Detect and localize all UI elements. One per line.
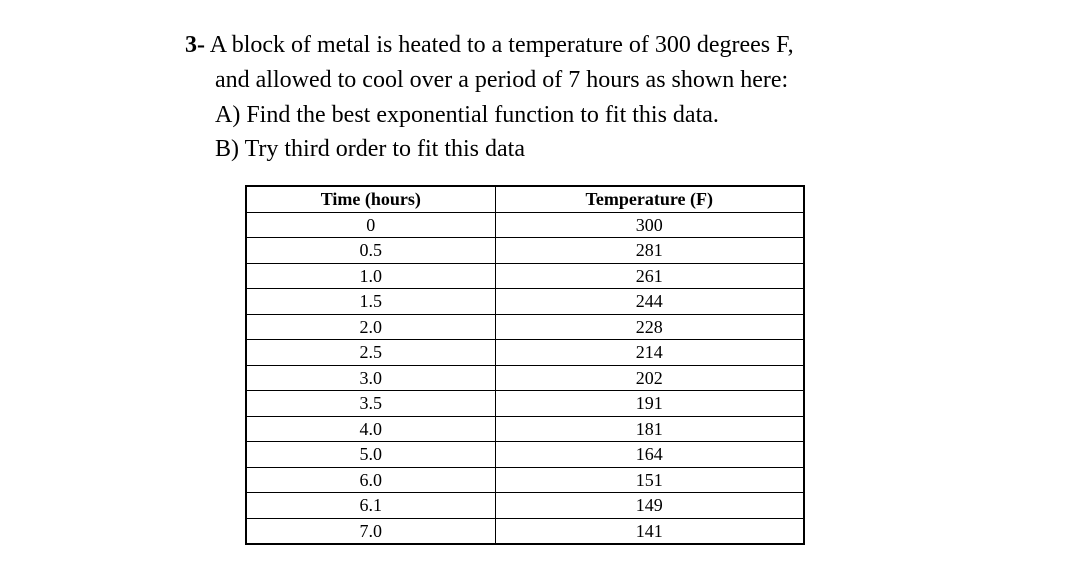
data-table-container: Time (hours) Temperature (F) 0300 0.5281…	[245, 185, 805, 545]
table-body: 0300 0.5281 1.0261 1.5244 2.0228 2.5214 …	[246, 212, 804, 544]
table-row: 2.5214	[246, 340, 804, 366]
cell-temp: 164	[495, 442, 804, 468]
table-row: 2.0228	[246, 314, 804, 340]
cell-time: 0.5	[246, 238, 495, 264]
cell-temp: 181	[495, 416, 804, 442]
problem-number: 3-	[185, 32, 205, 58]
problem-part-a: A) Find the best exponential function to…	[215, 98, 1020, 133]
cell-temp: 244	[495, 289, 804, 315]
table-row: 1.0261	[246, 263, 804, 289]
problem-line-2: and allowed to cool over a period of 7 h…	[215, 63, 1020, 98]
cell-time: 0	[246, 212, 495, 238]
page-content: 3- A block of metal is heated to a tempe…	[0, 0, 1080, 565]
cell-time: 5.0	[246, 442, 495, 468]
cell-temp: 261	[495, 263, 804, 289]
table-row: 1.5244	[246, 289, 804, 315]
cell-time: 2.0	[246, 314, 495, 340]
col-header-temperature: Temperature (F)	[495, 186, 804, 212]
table-row: 0.5281	[246, 238, 804, 264]
cell-temp: 281	[495, 238, 804, 264]
cell-time: 3.0	[246, 365, 495, 391]
cell-time: 6.1	[246, 493, 495, 519]
problem-part-b: B) Try third order to fit this data	[215, 132, 1020, 167]
table-row: 3.5191	[246, 391, 804, 417]
cell-time: 3.5	[246, 391, 495, 417]
cell-time: 1.0	[246, 263, 495, 289]
cell-temp: 214	[495, 340, 804, 366]
cell-temp: 151	[495, 467, 804, 493]
col-header-time: Time (hours)	[246, 186, 495, 212]
table-row: 7.0141	[246, 518, 804, 544]
cell-temp: 300	[495, 212, 804, 238]
cell-temp: 149	[495, 493, 804, 519]
table-row: 6.1149	[246, 493, 804, 519]
cell-temp: 228	[495, 314, 804, 340]
cell-time: 2.5	[246, 340, 495, 366]
table-row: 6.0151	[246, 467, 804, 493]
table-row: 4.0181	[246, 416, 804, 442]
table-header-row: Time (hours) Temperature (F)	[246, 186, 804, 212]
table-row: 3.0202	[246, 365, 804, 391]
cell-time: 7.0	[246, 518, 495, 544]
problem-line-1: 3- A block of metal is heated to a tempe…	[185, 28, 1020, 63]
data-table: Time (hours) Temperature (F) 0300 0.5281…	[245, 185, 805, 545]
table-row: 5.0164	[246, 442, 804, 468]
problem-statement: 3- A block of metal is heated to a tempe…	[185, 28, 1020, 167]
cell-time: 4.0	[246, 416, 495, 442]
table-row: 0300	[246, 212, 804, 238]
cell-time: 1.5	[246, 289, 495, 315]
cell-temp: 141	[495, 518, 804, 544]
problem-text-1: A block of metal is heated to a temperat…	[210, 32, 794, 58]
cell-temp: 191	[495, 391, 804, 417]
cell-time: 6.0	[246, 467, 495, 493]
cell-temp: 202	[495, 365, 804, 391]
